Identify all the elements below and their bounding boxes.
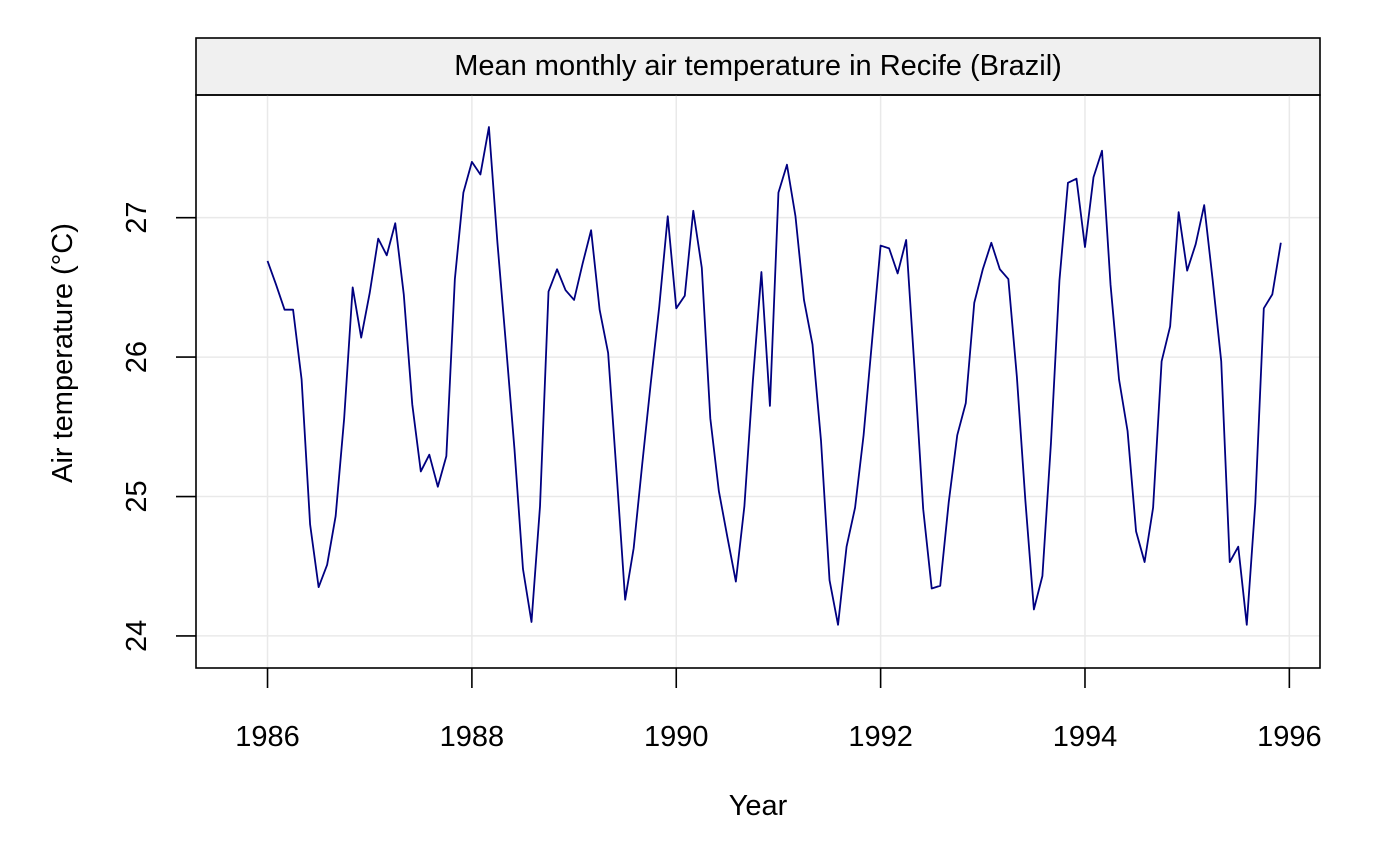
chart-title: Mean monthly air temperature in Recife (… [454, 50, 1062, 82]
y-tick-label: 25 [121, 480, 153, 512]
plot-frame [195, 94, 1321, 669]
y-axis: 24 25 26 27 [121, 202, 196, 652]
title-strip [195, 37, 1321, 96]
x-axis-label: Year [729, 790, 788, 822]
x-axis: 1986 1988 1990 1992 1994 1996 [235, 668, 1322, 753]
y-tick-label: 26 [121, 341, 153, 373]
x-tick-label: 1992 [848, 721, 913, 753]
series-group [266, 126, 1282, 626]
x-tick-label: 1988 [440, 721, 505, 753]
series-line [266, 126, 1282, 626]
x-tick-label: 1986 [235, 721, 300, 753]
x-tick-label: 1996 [1257, 721, 1322, 753]
y-tick-label: 27 [121, 202, 153, 234]
grid [196, 95, 1320, 668]
y-axis-label: Air temperature (°C) [47, 223, 79, 483]
y-tick-label: 24 [121, 620, 153, 652]
x-tick-label: 1994 [1053, 721, 1118, 753]
x-tick-label: 1990 [644, 721, 709, 753]
